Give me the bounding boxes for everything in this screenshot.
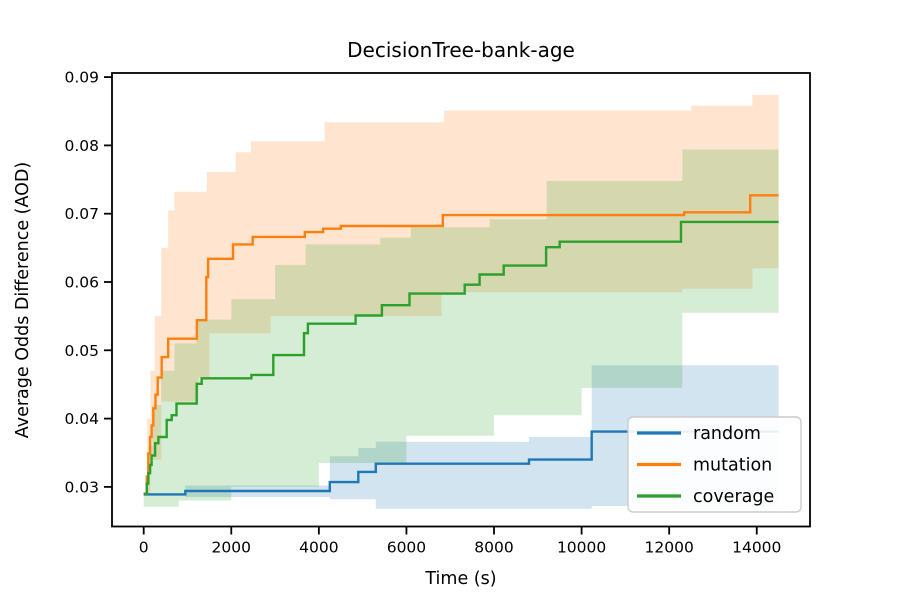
y-tick-label-0.05: 0.05 (64, 342, 99, 360)
x-axis-label: Time (s) (424, 569, 496, 589)
series-band-mutation (143, 94, 779, 494)
y-tick-label-0.09: 0.09 (64, 69, 99, 87)
y-tick-label-0.03: 0.03 (64, 478, 99, 496)
series-line-random (143, 430, 779, 496)
x-tick-label-6000: 6000 (387, 539, 426, 557)
legend: random mutation coverage (627, 416, 802, 513)
y-tick-label-0.07: 0.07 (64, 205, 99, 223)
plot-frame (111, 72, 811, 528)
x-tick-label-14000: 14000 (732, 539, 781, 557)
y-axis-label: Average Odds Difference (AOD) (13, 162, 33, 438)
y-tick-label-0.04: 0.04 (64, 410, 99, 428)
series-band-coverage (143, 149, 779, 507)
x-tick-label-2000: 2000 (212, 539, 251, 557)
x-tick-label-8000: 8000 (474, 539, 513, 557)
x-axis: 0 2000 4000 6000 8000 10000 12000 14000 (139, 526, 781, 557)
x-tick-label-12000: 12000 (645, 539, 694, 557)
x-tick-label-10000: 10000 (557, 539, 606, 557)
y-tick-label-0.06: 0.06 (64, 273, 99, 291)
chart-title: DecisionTree-bank-age (347, 38, 575, 62)
y-axis: 0.03 0.04 0.05 0.06 0.07 0.08 0.09 (64, 69, 112, 496)
legend-label-coverage: coverage (693, 487, 774, 507)
series-line-mutation (143, 194, 779, 495)
legend-label-mutation: mutation (693, 456, 772, 476)
y-tick-label-0.08: 0.08 (64, 137, 99, 155)
legend-label-random: random (693, 424, 761, 444)
series-line-coverage (143, 220, 779, 495)
x-tick-label-4000: 4000 (299, 539, 338, 557)
lines-layer (143, 194, 779, 496)
series-band-random (143, 365, 779, 509)
x-tick-label-0: 0 (139, 539, 149, 557)
legend-box (627, 416, 802, 513)
bands-layer (143, 94, 779, 509)
